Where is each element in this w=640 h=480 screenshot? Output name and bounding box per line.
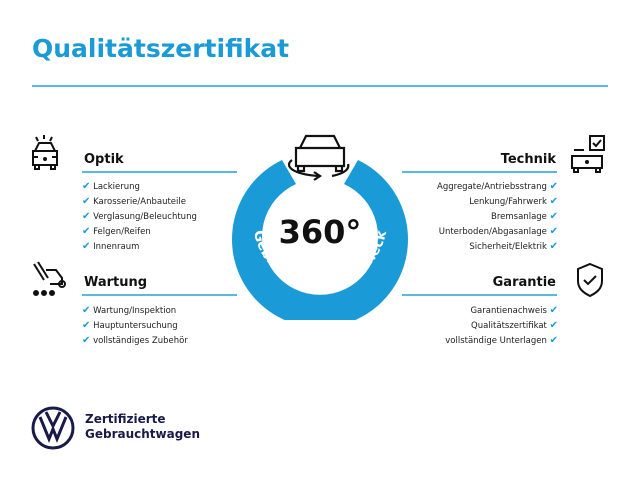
check-icon: ✔ [82, 305, 91, 316]
list-item: ✔ Innenraum [82, 241, 140, 252]
shield-check-icon [577, 262, 603, 298]
divider [82, 294, 237, 296]
brand-line2: Gebrauchtwagen [85, 427, 200, 441]
section-title-optik: Optik [84, 152, 124, 167]
section-title-technik: Technik [500, 152, 556, 167]
list-item: Qualitätszertifikat ✔ [471, 320, 558, 331]
check-360-badge: 360° Gebrauchtwagen-Check [232, 134, 408, 320]
car-rotate-icon [287, 134, 350, 181]
list-item: Bremsanlage ✔ [491, 211, 558, 222]
service-tools-icon [33, 261, 66, 296]
center-label: 360° [279, 213, 362, 251]
check-icon: ✔ [82, 226, 91, 237]
page-title: Qualitätszertifikat [32, 34, 290, 63]
list-item: ✔ Verglasung/Beleuchtung [82, 211, 197, 222]
check-icon: ✔ [82, 320, 91, 331]
check-icon: ✔ [82, 196, 91, 207]
ring [232, 160, 408, 320]
technik-list: Aggregate/Antriebsstrang ✔ Lenkung/Fahrw… [398, 179, 558, 254]
brand-line1: Zertifizierte [85, 412, 166, 426]
check-icon: ✔ [549, 226, 558, 237]
list-item: ✔ Wartung/Inspektion [82, 305, 177, 316]
check-icon: ✔ [549, 305, 558, 316]
list-item: ✔ Hauptuntersuchung [82, 320, 178, 331]
list-item: ✔ Felgen/Reifen [82, 226, 151, 237]
list-item: Garantienachweis ✔ [470, 305, 558, 316]
vw-logo [31, 406, 75, 450]
check-icon: ✔ [82, 181, 91, 192]
car-check-icon [571, 135, 605, 173]
list-item: ✔ vollständiges Zubehör [82, 335, 188, 346]
check-icon: ✔ [82, 335, 91, 346]
list-item: ✔ Karosserie/Anbauteile [82, 196, 186, 207]
check-icon: ✔ [549, 320, 558, 331]
list-item: Lenkung/Fahrwerk ✔ [469, 196, 558, 207]
divider [402, 294, 557, 296]
list-item: Unterboden/Abgasanlage ✔ [438, 226, 558, 237]
optik-list: ✔ Lackierung ✔ Karosserie/Anbauteile ✔ V… [82, 179, 197, 254]
divider [32, 85, 608, 87]
check-icon: ✔ [549, 335, 558, 346]
check-icon: ✔ [549, 241, 558, 252]
list-item: vollständige Unterlagen ✔ [445, 335, 558, 346]
brand-text: Zertifizierte Gebrauchtwagen [85, 412, 200, 442]
list-item: Sicherheit/Elektrik ✔ [469, 241, 558, 252]
section-title-garantie: Garantie [492, 275, 556, 290]
divider [402, 171, 557, 173]
list-item: ✔ Lackierung [82, 181, 140, 192]
check-icon: ✔ [549, 181, 558, 192]
check-icon: ✔ [82, 211, 91, 222]
list-item: Aggregate/Antriebsstrang ✔ [437, 181, 558, 192]
garantie-list: Garantienachweis ✔ Qualitätszertifikat ✔… [398, 303, 558, 348]
wartung-list: ✔ Wartung/Inspektion ✔ Hauptuntersuchung… [82, 303, 188, 348]
check-icon: ✔ [82, 241, 91, 252]
divider [82, 171, 237, 173]
check-icon: ✔ [549, 196, 558, 207]
car-lights-icon [32, 135, 58, 170]
section-title-wartung: Wartung [84, 275, 148, 290]
check-icon: ✔ [549, 211, 558, 222]
